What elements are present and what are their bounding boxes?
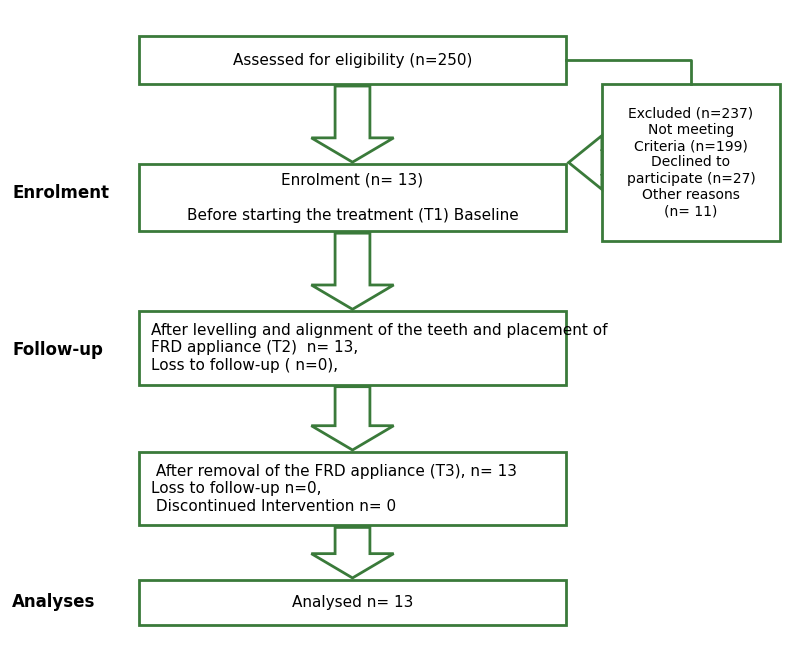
- FancyBboxPatch shape: [138, 311, 566, 385]
- Text: Analyses: Analyses: [12, 594, 95, 611]
- Polygon shape: [311, 233, 394, 309]
- FancyBboxPatch shape: [602, 84, 780, 241]
- Polygon shape: [569, 135, 602, 189]
- Text: After removal of the FRD appliance (T3), n= 13
Loss to follow-up n=0,
 Discontin: After removal of the FRD appliance (T3),…: [150, 464, 517, 514]
- Text: After levelling and alignment of the teeth and placement of
FRD appliance (T2)  : After levelling and alignment of the tee…: [150, 323, 607, 373]
- Polygon shape: [311, 387, 394, 450]
- Text: Follow-up: Follow-up: [12, 341, 103, 358]
- Text: Assessed for eligibility (n=250): Assessed for eligibility (n=250): [233, 52, 472, 67]
- Text: Enrolment (n= 13)

Before starting the treatment (T1) Baseline: Enrolment (n= 13) Before starting the tr…: [186, 173, 518, 222]
- Polygon shape: [311, 86, 394, 162]
- Text: Enrolment: Enrolment: [12, 184, 109, 202]
- Text: Analysed n= 13: Analysed n= 13: [292, 595, 413, 610]
- Polygon shape: [311, 527, 394, 578]
- FancyBboxPatch shape: [138, 36, 566, 84]
- FancyBboxPatch shape: [138, 452, 566, 526]
- FancyBboxPatch shape: [138, 580, 566, 625]
- Text: Excluded (n=237)
Not meeting
Criteria (n=199)
Declined to
participate (n=27)
Oth: Excluded (n=237) Not meeting Criteria (n…: [626, 107, 755, 218]
- FancyBboxPatch shape: [138, 164, 566, 231]
